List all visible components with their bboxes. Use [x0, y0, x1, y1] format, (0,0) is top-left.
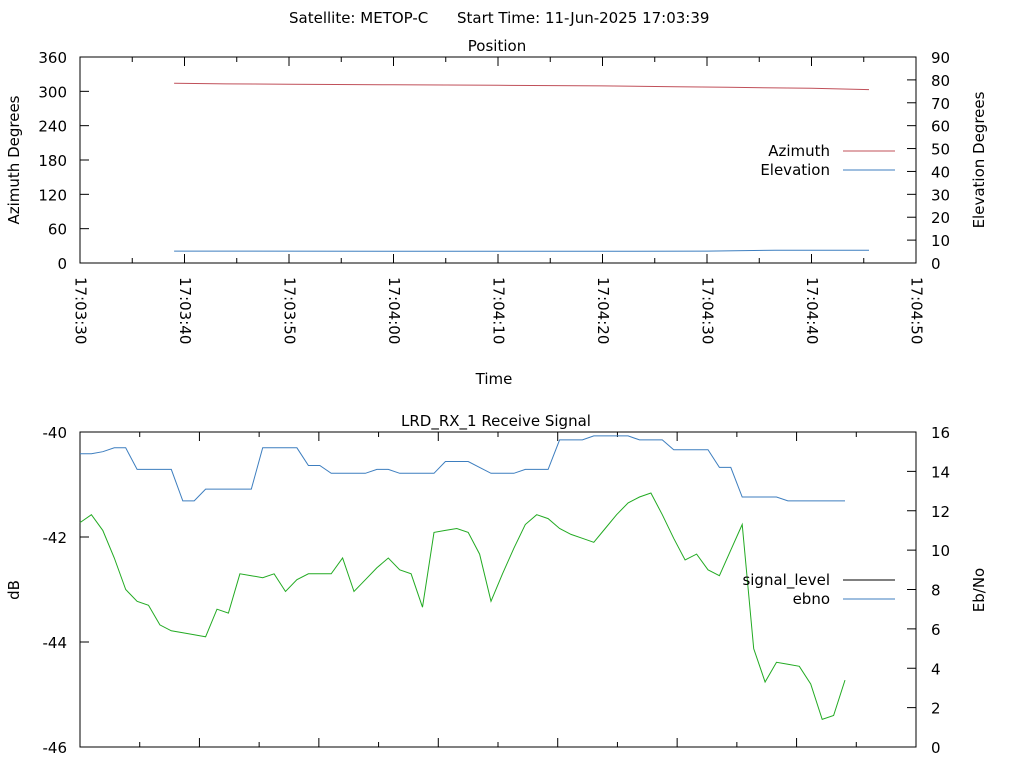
position-y2-tick-label: 90 — [931, 49, 950, 67]
signal-series-line-ebno — [79, 492, 846, 721]
signal-y2-tick-label: 2 — [931, 700, 941, 718]
signal-chart-title: LRD_RX_1 Receive Signal — [401, 412, 591, 431]
signal-y2-axis-label: Eb/No — [970, 568, 988, 612]
position-x-tick-label: 17:03:30 — [72, 277, 90, 344]
position-chart-title: Position — [468, 37, 526, 55]
satellite-label: Satellite: METOP-C — [289, 9, 428, 27]
signal-y2-tick-label: 0 — [931, 739, 941, 757]
legend-elevation-label: Elevation — [760, 161, 830, 179]
signal-y-tick-label: -42 — [43, 529, 68, 547]
signal-series — [79, 435, 846, 721]
signal-plot-frame — [79, 431, 917, 748]
signal-y2-tick-label: 10 — [931, 542, 950, 560]
position-y2-tick-label: 10 — [931, 232, 950, 250]
signal-series-line-unlabeled-2 — [80, 435, 845, 502]
position-series — [174, 82, 870, 252]
position-y2-tick-label: 20 — [931, 209, 950, 227]
position-y-tick-label: 120 — [38, 186, 67, 204]
signal-y2-tick-label: 12 — [931, 503, 950, 521]
signal-y2-tick-label: 14 — [931, 463, 950, 481]
signal-y-axis-label: dB — [5, 580, 23, 600]
legend-azimuth-label: Azimuth — [768, 142, 830, 160]
position-x-axis-label: Time — [475, 370, 513, 388]
position-y2-tick-label: 60 — [931, 118, 950, 136]
signal-y-tick-label: -40 — [43, 424, 68, 442]
position-y2-tick-label: 30 — [931, 186, 950, 204]
position-legend: Azimuth Elevation — [760, 142, 895, 179]
position-y-tick-label: 240 — [38, 118, 67, 136]
position-x-tick-label: 17:04:40 — [803, 277, 821, 344]
position-x-tick-label: 17:03:50 — [281, 277, 299, 344]
position-y-tick-label: 60 — [48, 221, 67, 239]
position-y2-tick-label: 50 — [931, 141, 950, 159]
position-y-tick-label: 0 — [57, 255, 67, 273]
position-y-axis-label: Azimuth Degrees — [5, 95, 23, 224]
position-x-tick-label: 17:04:30 — [699, 277, 717, 344]
position-chart: Position 0 60 120 180 240 300 360 0 10 20 30 40 50 60… — [5, 37, 988, 388]
position-y2-tick-label: 0 — [931, 255, 941, 273]
signal-y2-tick-label: 8 — [931, 582, 941, 600]
position-x-tick-label: 17:04:50 — [908, 277, 926, 344]
signal-legend: signal_level ebno — [742, 571, 895, 608]
signal-axes: -40 -42 -44 -46 0 2 4 6 8 10 12 14 16 — [43, 424, 951, 757]
position-series-line-elevation — [174, 249, 869, 252]
position-y-tick-label: 360 — [38, 49, 67, 67]
signal-y2-tick-label: 6 — [931, 621, 941, 639]
legend-signal-level-label: signal_level — [742, 571, 830, 590]
signal-y2-tick-label: 4 — [931, 660, 941, 678]
position-y2-tick-label: 70 — [931, 95, 950, 113]
position-y-tick-label: 300 — [38, 83, 67, 101]
position-x-tick-label: 17:04:00 — [385, 277, 403, 344]
position-x-tick-label: 17:03:40 — [176, 277, 194, 344]
position-x-tick-label: 17:04:10 — [490, 277, 508, 344]
position-series-line-azimuth — [174, 82, 870, 91]
signal-y-tick-label: -44 — [43, 634, 68, 652]
legend-ebno-label: ebno — [793, 590, 830, 608]
position-x-tick-label: 17:04:20 — [594, 277, 612, 344]
position-y2-axis-label: Elevation Degrees — [970, 91, 988, 228]
signal-chart: LRD_RX_1 Receive Signal -40 -42 -44 -46 0 2 4 6… — [5, 412, 988, 757]
position-y2-tick-label: 40 — [931, 163, 950, 181]
signal-y-tick-label: -46 — [43, 739, 68, 757]
position-axes: 0 60 120 180 240 300 360 0 10 20 30 40 50 60 70 80 90 17:… — [38, 49, 950, 344]
position-y-tick-label: 180 — [38, 152, 67, 170]
signal-y2-tick-label: 16 — [931, 424, 950, 442]
position-y2-tick-label: 80 — [931, 72, 950, 90]
start-time-label: Start Time: 11-Jun-2025 17:03:39 — [457, 9, 709, 27]
